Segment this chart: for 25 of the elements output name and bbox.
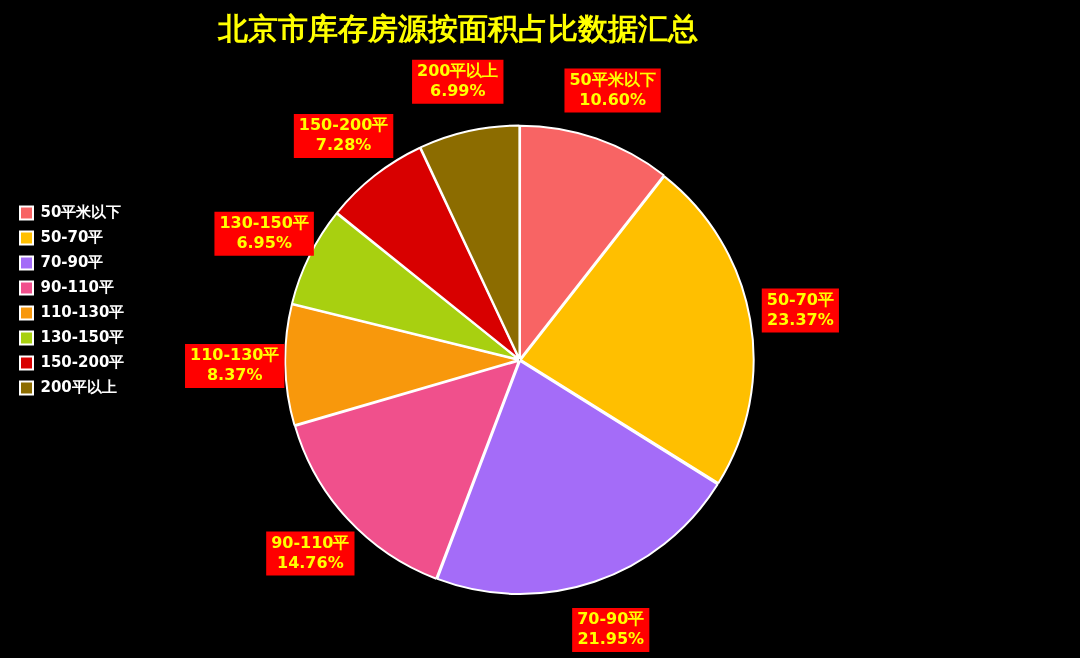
slice-label: 150-200平 xyxy=(298,115,389,135)
legend-label: 50-70平 xyxy=(40,227,104,246)
slice-label: 130-150平 xyxy=(219,212,309,232)
slice-label: 110-130平 xyxy=(190,345,280,365)
slice-label: 200平以上 xyxy=(417,60,499,80)
slice-label: 50-70平 xyxy=(766,289,834,309)
legend-label: 130-150平 xyxy=(40,327,125,346)
legend-label: 90-110平 xyxy=(40,277,114,296)
slice-label: 50平米以下 xyxy=(569,69,656,89)
legend-label: 70-90平 xyxy=(40,252,104,271)
legend-label: 200平以上 xyxy=(40,377,117,396)
slice-label: 90-110平 xyxy=(271,532,350,552)
legend-label: 50平米以下 xyxy=(40,202,122,221)
slice-label: 70-90平 xyxy=(577,609,645,629)
data-label: 8.37% xyxy=(206,365,263,385)
data-label: 6.95% xyxy=(236,232,292,252)
data-label: 14.76% xyxy=(277,552,344,572)
legend-label: 150-200平 xyxy=(40,352,125,371)
chart-title: 北京市库存房源按面积占比数据汇总 xyxy=(216,10,698,46)
data-label: 6.99% xyxy=(430,80,486,100)
data-label: 23.37% xyxy=(767,309,834,329)
data-label: 7.28% xyxy=(315,135,372,155)
data-label: 21.95% xyxy=(577,629,645,649)
legend-label: 110-130平 xyxy=(40,302,125,321)
data-label: 10.60% xyxy=(579,89,646,109)
